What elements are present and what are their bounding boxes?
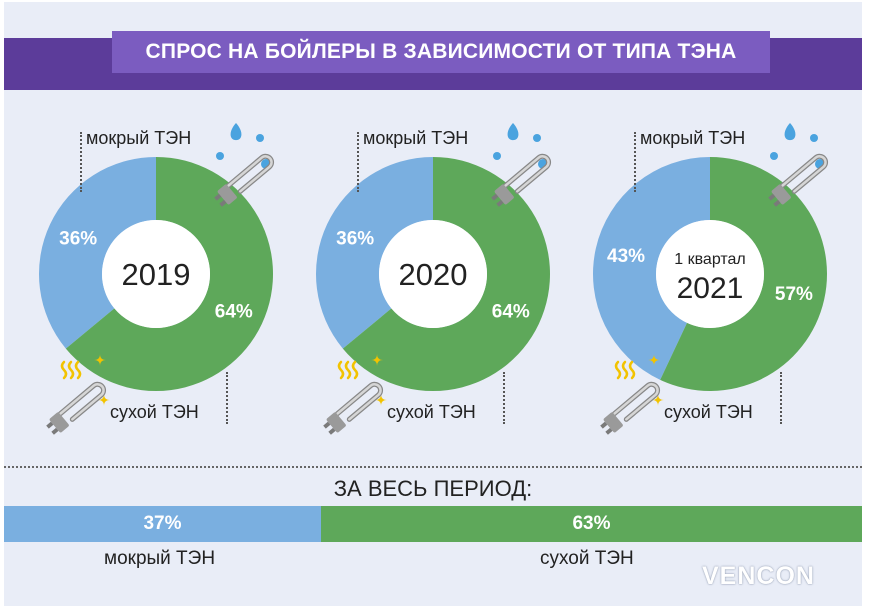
wet-leader-2020 (357, 132, 359, 192)
slice-wet (39, 157, 156, 349)
water-bubble-icon (256, 134, 264, 142)
sparkle-icon (648, 354, 660, 366)
donut-charts: 36% 64% 2019 36% 64% 2020 43% 57% 1 квартал 2021 (39, 123, 829, 435)
period-bar-dry: 63% (321, 506, 862, 542)
water-bubble-icon (493, 152, 501, 160)
heat-waves-icon (337, 360, 359, 380)
water-bubble-icon (216, 152, 224, 160)
data-label-dry: 57% (775, 284, 813, 305)
sparkle-icon (371, 354, 383, 366)
water-bubble-icon (533, 134, 541, 142)
dry-label-2021: сухой ТЭН (664, 402, 753, 422)
infographic-panel: СПРОС НА БОЙЛЕРЫ В ЗАВИСИМОСТИ ОТ ТИПА Т… (4, 2, 862, 606)
water-drop-icon (784, 123, 796, 141)
water-drop-icon (230, 123, 242, 141)
heat-waves-icon (614, 360, 636, 380)
sparkle-icon (375, 394, 387, 406)
data-label-wet: 36% (59, 228, 97, 249)
data-label-dry: 64% (492, 302, 530, 323)
dry-leader-2019 (226, 372, 228, 424)
slice-dry (660, 157, 827, 391)
sparkle-icon (652, 394, 664, 406)
heating-element-icon (768, 153, 829, 207)
period-wet-value: 37% (143, 513, 182, 534)
dry-label-2019: сухой ТЭН (110, 402, 199, 422)
heating-element-icon (214, 153, 275, 207)
page-title: СПРОС НА БОЙЛЕРЫ В ЗАВИСИМОСТИ ОТ ТИПА Т… (112, 31, 770, 73)
slice-dry (65, 157, 273, 392)
heating-element-icon (323, 381, 384, 435)
dry-leader-2020 (503, 372, 505, 424)
donut-hole (656, 220, 764, 328)
sparkle-icon (94, 354, 106, 366)
wet-label-2020: мокрый ТЭН (363, 128, 469, 148)
water-drop-icon (507, 123, 519, 141)
heating-element-icon (491, 153, 552, 207)
heat-waves-icon (60, 360, 82, 380)
donut-hole (102, 220, 210, 328)
sparkle-icon (98, 394, 110, 406)
water-bubble-icon (810, 134, 818, 142)
vencon-logo: VENCON (702, 562, 815, 590)
slice-wet (593, 157, 710, 380)
period-bar: 37% 63% (4, 506, 862, 542)
period-wet-label: мокрый ТЭН (104, 548, 216, 569)
wet-leader-2021 (634, 132, 636, 192)
dry-label-2020: сухой ТЭН (387, 402, 476, 422)
heating-element-icon (600, 381, 661, 435)
wet-label-2021: мокрый ТЭН (640, 128, 746, 148)
wet-label-2019: мокрый ТЭН (86, 128, 192, 148)
center-label: 2021 (677, 272, 744, 305)
heating-element-icon (46, 381, 107, 435)
section-divider (4, 466, 862, 468)
period-title: ЗА ВЕСЬ ПЕРИОД: (333, 476, 533, 501)
period-bar-wet: 37% (4, 506, 321, 542)
center-label: 2020 (399, 257, 468, 292)
period-dry-label: сухой ТЭН (540, 548, 634, 569)
dry-leader-2021 (780, 372, 782, 424)
wet-leader-2019 (80, 132, 82, 192)
data-label-wet: 36% (336, 228, 374, 249)
donut-hole (379, 220, 487, 328)
slice-wet (316, 157, 433, 349)
data-label-dry: 64% (215, 302, 253, 323)
data-label-wet: 43% (607, 246, 645, 267)
center-label-top: 1 квартал (674, 251, 746, 268)
center-label: 2019 (122, 257, 191, 292)
period-dry-value: 63% (572, 513, 611, 534)
slice-dry (342, 157, 550, 392)
water-bubble-icon (770, 152, 778, 160)
